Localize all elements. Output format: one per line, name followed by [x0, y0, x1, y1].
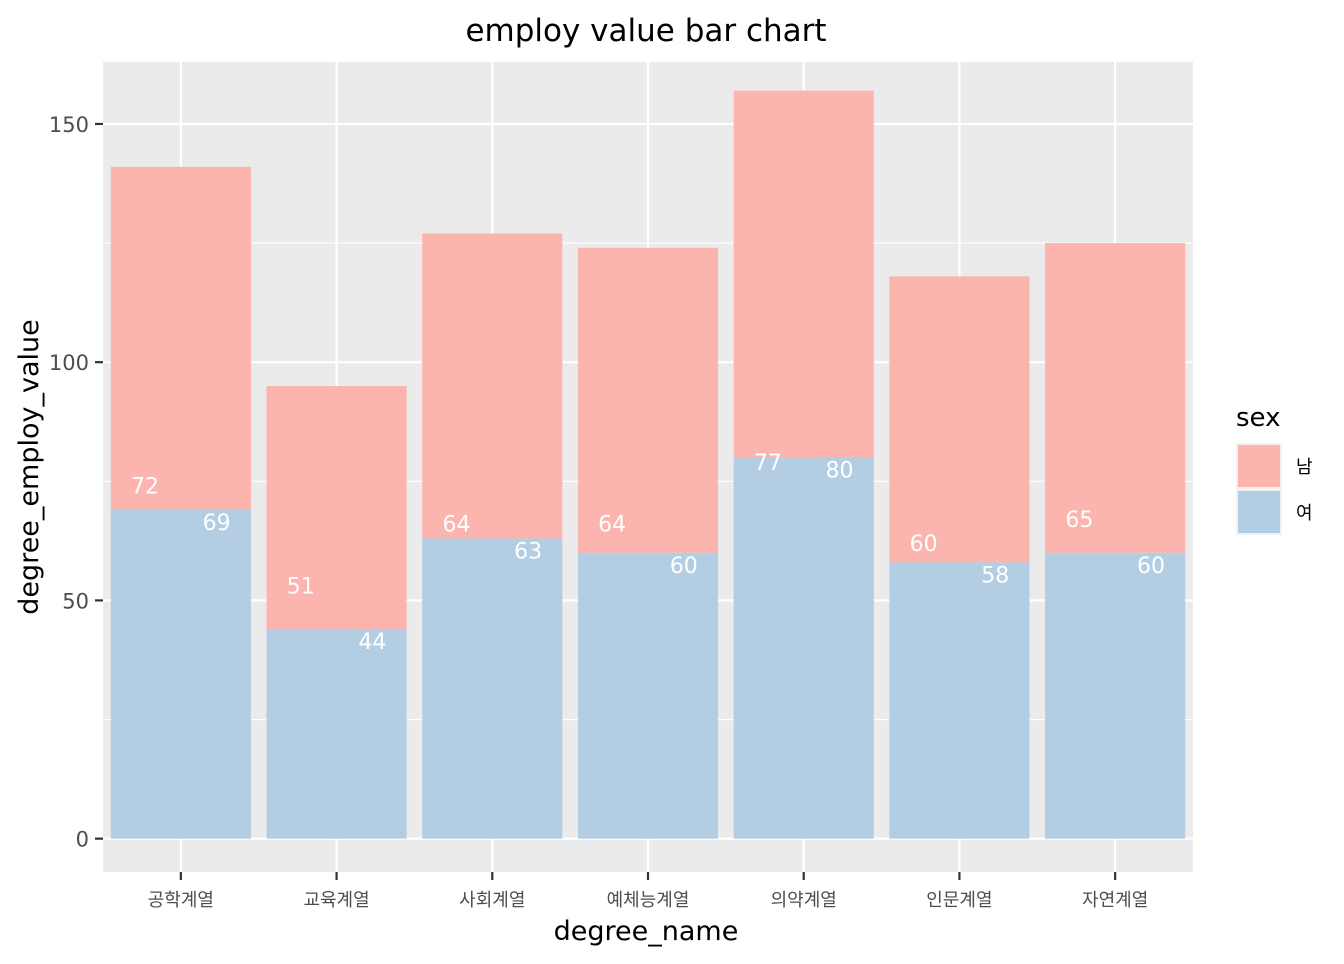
- data-label: 44: [358, 630, 386, 655]
- y-axis-title: degree_employ_value: [14, 319, 45, 614]
- bar-segment: [1045, 243, 1186, 553]
- bar-segment: [889, 276, 1030, 563]
- bar-segment: [110, 166, 251, 510]
- x-tick-label: 자연계열: [1082, 890, 1148, 911]
- bar-segment: [577, 552, 719, 839]
- legend: sex 남여: [1236, 403, 1313, 535]
- data-label: 77: [754, 451, 782, 476]
- axes: 0 50 100 150 공학계열 교육계열 사회계열 예체능계열 의약계열 인문계열 자연계열: [49, 113, 1148, 911]
- y-tick-label: 50: [62, 589, 89, 613]
- x-tick-label: 교육계열: [303, 890, 369, 911]
- y-tick-label: 100: [49, 351, 89, 375]
- bar-segment: [733, 457, 874, 839]
- legend-label: 남: [1296, 457, 1313, 478]
- data-label: 60: [670, 554, 698, 579]
- legend-swatch: [1238, 445, 1280, 487]
- x-tick-label: 인문계열: [926, 890, 992, 911]
- data-label: 69: [203, 511, 231, 536]
- bar-segment: [577, 247, 719, 553]
- y-tick-label: 0: [76, 828, 89, 852]
- legend-label: 여: [1296, 503, 1313, 524]
- bar-segment: [422, 538, 563, 839]
- data-label: 60: [910, 532, 938, 557]
- chart-title: employ value bar chart: [465, 13, 826, 49]
- data-label: 51: [287, 575, 315, 600]
- data-label: 64: [598, 513, 626, 538]
- legend-swatch: [1238, 491, 1280, 533]
- bar-segment: [266, 386, 407, 629]
- data-labels: 72 69 51 44 64 63 64 60 77 80 60 58 65 60: [131, 451, 1165, 655]
- bar-segment: [266, 629, 407, 839]
- bar-segment: [110, 509, 251, 839]
- x-tick-label: 예체능계열: [607, 890, 690, 911]
- bar-segment: [1045, 552, 1186, 839]
- data-label: 80: [826, 458, 854, 483]
- x-tick-label: 사회계열: [459, 890, 525, 911]
- y-tick-label: 150: [49, 113, 89, 137]
- bars: [110, 90, 1186, 839]
- bar-segment: [889, 562, 1030, 839]
- data-label: 65: [1065, 508, 1093, 533]
- legend-keys: 남여: [1236, 443, 1313, 535]
- bar-segment: [422, 233, 563, 539]
- x-axis-title: degree_name: [554, 916, 739, 947]
- data-label: 64: [442, 513, 470, 538]
- data-label: 60: [1137, 554, 1165, 579]
- bar-segment: [733, 90, 874, 458]
- legend-title: sex: [1236, 403, 1280, 433]
- x-tick-label: 공학계열: [148, 890, 214, 911]
- data-label: 58: [981, 563, 1009, 588]
- data-label: 72: [131, 475, 159, 500]
- x-tick-label: 의약계열: [771, 890, 837, 911]
- data-label: 63: [514, 539, 542, 564]
